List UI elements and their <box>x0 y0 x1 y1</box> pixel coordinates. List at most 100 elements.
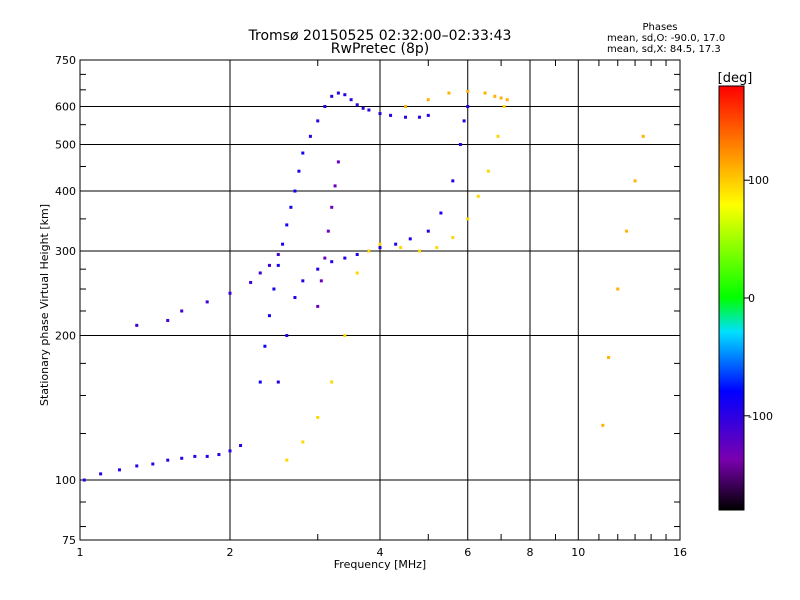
data-point <box>180 456 184 460</box>
data-point <box>166 458 170 462</box>
x-tick-label: 2 <box>227 546 234 559</box>
data-point <box>343 334 347 338</box>
data-point <box>378 112 382 116</box>
colorbar-gradient <box>718 85 745 511</box>
data-point <box>281 242 285 246</box>
x-tick-label: 6 <box>464 546 471 559</box>
stats-x-mode: mean, sd,X: 84.5, 17.3 <box>607 44 721 55</box>
data-point <box>607 355 611 359</box>
data-point <box>439 211 443 215</box>
data-point <box>367 108 371 112</box>
data-point <box>355 103 359 107</box>
data-point <box>408 237 412 241</box>
data-point <box>466 105 470 109</box>
data-point <box>267 314 271 318</box>
colorbar-tick-label: 100 <box>748 174 769 187</box>
data-point <box>458 143 462 147</box>
data-point <box>389 113 393 117</box>
data-point <box>505 98 509 102</box>
data-point <box>193 454 197 458</box>
data-point <box>82 478 86 482</box>
y-tick-label: 750 <box>55 54 76 67</box>
series-e-f-spread <box>135 253 280 327</box>
data-point <box>403 115 407 119</box>
data-point <box>435 246 439 250</box>
y-tick-label: 400 <box>55 185 76 198</box>
colorbar-label: [deg] <box>718 71 753 86</box>
data-point <box>426 113 430 117</box>
series-o-band-3-0-3-2-mhz <box>316 160 340 308</box>
y-tick-label: 300 <box>55 245 76 258</box>
data-point <box>205 454 209 458</box>
series-f2-o-cusp <box>308 91 430 138</box>
data-point <box>394 242 398 246</box>
data-point <box>276 253 280 257</box>
chart-title: Tromsø 20150525 02:32:00–02:33:43 <box>248 28 512 44</box>
data-point <box>293 189 297 193</box>
data-point <box>316 119 320 123</box>
y-axis-ticks: 75 100 200 300 400 500 600 750 <box>55 54 680 547</box>
data-point <box>166 318 170 322</box>
data-point <box>417 249 421 253</box>
x-tick-label: 4 <box>377 546 384 559</box>
data-point <box>625 229 629 233</box>
data-point <box>267 263 271 267</box>
y-tick-label: 200 <box>55 330 76 343</box>
data-point <box>476 194 480 198</box>
data-point <box>316 267 320 271</box>
data-point <box>272 287 276 291</box>
data-point <box>355 253 359 257</box>
data-point <box>336 160 340 164</box>
data-point <box>378 242 382 246</box>
data-point <box>285 334 289 338</box>
data-point <box>151 462 155 466</box>
data-point <box>493 94 497 98</box>
data-point <box>135 464 139 468</box>
data-point <box>330 260 334 264</box>
data-point <box>462 119 466 123</box>
plot-area: 1 2 4 6 8 10 16 75 100 200 300 400 500 600 750 <box>55 54 687 559</box>
x-tick-label: 8 <box>527 546 534 559</box>
data-point <box>336 91 340 95</box>
data-point <box>616 287 620 291</box>
series-low-e-trace <box>82 444 243 482</box>
data-point <box>99 472 103 476</box>
data-point <box>466 217 470 221</box>
data-point <box>239 444 243 448</box>
data-point <box>285 223 289 227</box>
x-axis-ticks: 1 2 4 6 8 10 16 <box>77 60 687 559</box>
x-axis-label: Frequency [MHz] <box>334 558 426 571</box>
data-point <box>333 184 337 188</box>
y-tick-label: 75 <box>62 534 76 547</box>
colorbar-tick-label: 0 <box>748 292 755 305</box>
x-tick-label: 16 <box>673 546 687 559</box>
data-point <box>263 344 267 348</box>
data-point <box>323 105 327 109</box>
data-point <box>483 91 487 95</box>
data-point <box>205 300 209 304</box>
data-point <box>426 98 430 102</box>
data-point <box>496 134 500 138</box>
data-point <box>486 169 490 173</box>
data-point <box>319 279 323 283</box>
series-f-trace-o-mode <box>276 105 470 384</box>
data-point <box>228 291 232 295</box>
data-point <box>355 271 359 275</box>
data-point <box>228 449 232 453</box>
series-x-upper-branch <box>403 89 509 109</box>
data-point <box>316 415 320 419</box>
colorbar-tick-label: -100 <box>748 410 773 423</box>
data-point <box>289 205 293 209</box>
colorbar: [deg] 100 0 -100 <box>718 71 773 511</box>
grid-lines <box>80 60 680 540</box>
data-points <box>82 89 645 482</box>
data-point <box>451 236 455 240</box>
series-o-band-2-3-2-8-mhz <box>258 151 305 384</box>
data-point <box>323 256 327 260</box>
data-point <box>330 205 334 209</box>
y-tick-label: 500 <box>55 139 76 152</box>
data-point <box>285 458 289 462</box>
data-point <box>343 93 347 97</box>
data-point <box>426 229 430 233</box>
data-point <box>361 106 365 110</box>
